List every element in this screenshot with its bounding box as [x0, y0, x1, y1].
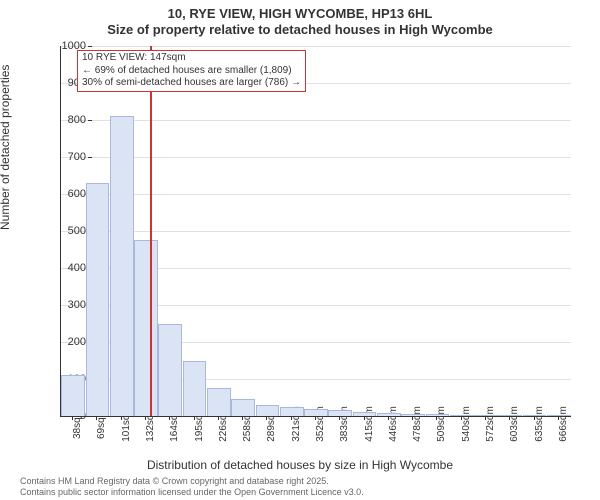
marker-line [150, 46, 152, 416]
gridline [61, 231, 571, 232]
bar [353, 412, 377, 416]
gridline [61, 157, 571, 158]
x-tick-mark [412, 416, 413, 420]
gridline [61, 46, 571, 47]
x-tick-mark [242, 416, 243, 420]
bar [304, 409, 328, 416]
x-tick: 509sqm [436, 406, 447, 442]
annotation-box: 10 RYE VIEW: 147sqm ← 69% of detached ho… [77, 50, 306, 92]
x-tick-mark [96, 416, 97, 420]
bar [547, 415, 571, 416]
x-tick-mark [509, 416, 510, 420]
y-tick: 600 [48, 188, 86, 200]
footer-attribution: Contains HM Land Registry data © Crown c… [20, 476, 364, 498]
x-tick: 666sqm [558, 406, 569, 442]
y-tick: 800 [48, 114, 86, 126]
x-tick-mark [266, 416, 267, 420]
title-line-1: 10, RYE VIEW, HIGH WYCOMBE, HP13 6HL [0, 6, 600, 22]
annotation-line-2: ← 69% of detached houses are smaller (1,… [82, 65, 301, 78]
bar [61, 375, 85, 416]
bar [328, 410, 352, 416]
y-tick: 400 [48, 262, 86, 274]
x-tick: 603sqm [509, 406, 520, 442]
x-tick-mark [194, 416, 195, 420]
bar [158, 324, 182, 417]
x-tick-mark [534, 416, 535, 420]
x-tick: 572sqm [485, 406, 496, 442]
x-tick-mark [169, 416, 170, 420]
x-tick-mark [291, 416, 292, 420]
bar [280, 407, 304, 416]
y-tick: 700 [48, 151, 86, 163]
gridline [61, 194, 571, 195]
x-tick-mark [72, 416, 73, 420]
x-tick-mark [121, 416, 122, 420]
footer-line-2: Contains public sector information licen… [20, 487, 364, 498]
plot-area: 10 RYE VIEW: 147sqm ← 69% of detached ho… [60, 46, 571, 417]
x-tick-mark [364, 416, 365, 420]
x-tick: 478sqm [412, 406, 423, 442]
x-tick-mark [315, 416, 316, 420]
x-tick-mark [558, 416, 559, 420]
annotation-line-3: 30% of semi-detached houses are larger (… [82, 77, 301, 90]
x-tick: 540sqm [461, 406, 472, 442]
x-tick-mark [145, 416, 146, 420]
bar [474, 415, 498, 416]
bar [207, 388, 231, 416]
bar [86, 183, 110, 416]
y-tick: 200 [48, 336, 86, 348]
x-tick-mark [388, 416, 389, 420]
footer-line-1: Contains HM Land Registry data © Crown c… [20, 476, 364, 487]
x-tick-mark [218, 416, 219, 420]
x-tick-mark [461, 416, 462, 420]
bar [134, 240, 158, 416]
annotation-line-1: 10 RYE VIEW: 147sqm [82, 52, 301, 65]
x-tick-mark [485, 416, 486, 420]
x-tick: 446sqm [388, 406, 399, 442]
y-tick: 500 [48, 225, 86, 237]
bar [183, 361, 207, 417]
x-tick-mark [339, 416, 340, 420]
bar [498, 415, 522, 416]
bar [231, 399, 255, 416]
bar [110, 116, 134, 416]
title-line-2: Size of property relative to detached ho… [0, 22, 600, 38]
x-tick-mark [436, 416, 437, 420]
chart-title: 10, RYE VIEW, HIGH WYCOMBE, HP13 6HL Siz… [0, 0, 600, 37]
bar [256, 405, 280, 416]
bar [523, 415, 547, 416]
x-axis-label: Distribution of detached houses by size … [0, 458, 600, 472]
y-axis-label: Number of detached properties [0, 65, 12, 230]
bar [401, 414, 425, 416]
x-tick: 635sqm [534, 406, 545, 442]
gridline [61, 120, 571, 121]
y-tick: 300 [48, 299, 86, 311]
bar [426, 414, 450, 416]
bar [450, 415, 474, 416]
bar [377, 413, 401, 416]
chart-container: 10, RYE VIEW, HIGH WYCOMBE, HP13 6HL Siz… [0, 0, 600, 500]
